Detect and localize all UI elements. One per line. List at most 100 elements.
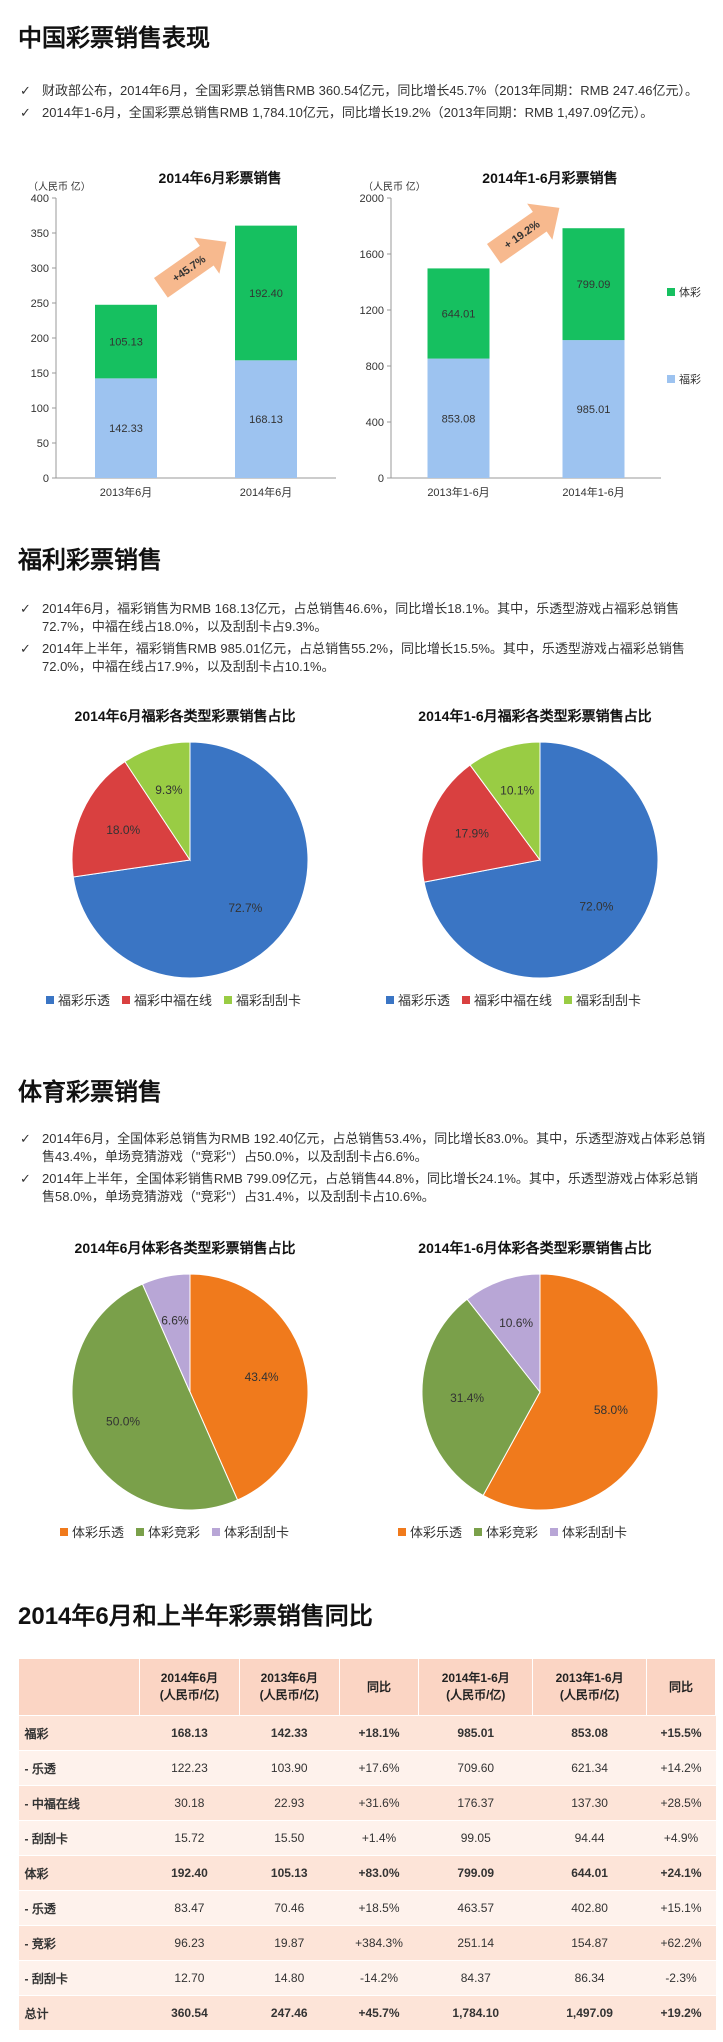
legend-label: 福彩 (679, 372, 701, 386)
table-row: - 竞彩 96.23 19.87 +384.3% 251.14 154.87 +62.2% (18, 1925, 716, 1961)
row-label-cell: - 竞彩 (18, 1925, 140, 1961)
bar-fucai (95, 378, 157, 478)
table-cell: 15.50 (239, 1820, 340, 1856)
table-cell: 644.01 (532, 1855, 647, 1891)
bar-value-label: 142.33 (109, 423, 143, 435)
check-icon: ✓ (20, 601, 31, 616)
table-cell: +19.2% (646, 1995, 716, 2030)
y-tick-label: 250 (31, 298, 49, 310)
legend-item: 体彩竞彩 (136, 1522, 200, 1541)
pie-slice (124, 741, 191, 862)
legend-swatch (212, 1527, 221, 1536)
legend-item: 体彩乐透 (398, 1522, 462, 1541)
legend-swatch (46, 995, 54, 1004)
table-cell: 853.08 (532, 1715, 647, 1751)
pie-value-label: 10.1% (500, 783, 534, 797)
bar-ticai (95, 304, 157, 379)
bullet-list-3: ✓ 2014年6月，全国体彩总销售为RMB 192.40亿元，占总销售53.4%，… (18, 1130, 708, 1210)
legend-item: 福彩刮刮卡 (224, 990, 301, 1009)
table-cell: +18.5% (339, 1890, 419, 1926)
table-header-cell: 2013年1-6月 (人民币/亿) (532, 1658, 647, 1716)
pie-3-legend: 体彩乐透 体彩竞彩 体彩刮刮卡 (60, 1522, 289, 1541)
pie-slice (482, 1273, 659, 1511)
pie-2-legend: 福彩乐透 福彩中福在线 福彩刮刮卡 (386, 990, 641, 1009)
row-label-cell: - 刮刮卡 (18, 1960, 140, 1996)
pie-1-legend: 福彩乐透 福彩中福在线 福彩刮刮卡 (46, 990, 301, 1009)
legend-swatch (462, 995, 471, 1004)
table-cell: +28.5% (646, 1785, 716, 1821)
table-header-cell: 2014年6月 (人民币/亿) (139, 1658, 240, 1716)
bullet-text: 财政部公布，2014年6月，全国彩票总销售RMB 360.54亿元，同比增长45… (42, 83, 698, 98)
pie-value-label: 50.0% (106, 1414, 140, 1428)
table-cell: +18.1% (339, 1715, 419, 1751)
bar-fucai (562, 340, 625, 478)
table-cell: +1.4% (339, 1820, 419, 1856)
table-cell: 84.37 (418, 1960, 533, 1996)
pie-value-label: 6.6% (161, 1313, 189, 1327)
section-title-welfare-lottery: 福利彩票销售 (18, 547, 162, 574)
table-header-cell: 同比 (338, 1658, 420, 1716)
table-row: 福彩 168.13 142.33 +18.1% 985.01 853.08 +15.5% (18, 1715, 716, 1751)
pie-3-title: 2014年6月体彩各类型彩票销售占比 (74, 1240, 296, 1256)
legend-item: 体彩竞彩 (474, 1522, 538, 1541)
bullet-text: 2014年1-6月，全国彩票总销售RMB 1,784.10亿元，同比增长19.2… (42, 105, 654, 120)
table-cell: +4.9% (646, 1820, 716, 1856)
y-tick-label: 0 (43, 473, 49, 485)
table-row: - 乐透 83.47 70.46 +18.5% 463.57 402.80 +15.1% (18, 1890, 716, 1926)
table-row: 总计 360.54 247.46 +45.7% 1,784.10 1,497.09 +19.… (18, 1995, 716, 2030)
pie-value-label: 17.9% (455, 826, 489, 840)
bar-value-label: 799.09 (577, 279, 611, 291)
x-tick-label: 2014年1-6月 (562, 485, 624, 499)
legend-item: 体彩乐透 (60, 1522, 124, 1541)
legend-item: 福彩刮刮卡 (564, 990, 641, 1009)
table-cell: 463.57 (418, 1890, 533, 1926)
pie-chart-fucai-june: 72.7% 18.0% 9.3% (71, 741, 309, 979)
pie-value-label: 9.3% (155, 783, 183, 797)
table-header-cell: 2013年6月 (人民币/亿) (238, 1658, 340, 1716)
legend-label: 福彩中福在线 (474, 993, 553, 1008)
legend-label: 体彩刮刮卡 (224, 1525, 290, 1540)
bullet-text: 2014年上半年，全国体彩销售RMB 799.09亿元，占总销售44.8%，同比… (42, 1171, 698, 1204)
table-cell: 799.09 (418, 1855, 533, 1891)
legend-item: 福彩中福在线 (462, 990, 552, 1009)
legend-label: 福彩乐透 (58, 993, 111, 1008)
row-label-cell: 福彩 (18, 1715, 140, 1751)
legend-swatch (667, 288, 675, 296)
legend-label: 体彩刮刮卡 (562, 1525, 628, 1540)
bar-chart-2-title: 2014年1-6月彩票销售 (482, 170, 618, 186)
y-tick-label: 800 (366, 361, 384, 373)
bullet-list-2: ✓ 2014年6月，福彩销售为RMB 168.13亿元，占总销售46.6%，同比增… (18, 600, 708, 680)
bullet-text: 2014年6月，全国体彩总销售为RMB 192.40亿元，占总销售53.4%，同… (42, 1131, 706, 1164)
check-icon: ✓ (20, 105, 31, 120)
legend-swatch (474, 1527, 483, 1536)
row-label-cell: 总计 (18, 1995, 140, 2030)
pie-value-label: 10.6% (499, 1316, 533, 1330)
y-tick-label: 0 (378, 473, 384, 485)
legend-label: 体彩竞彩 (148, 1525, 201, 1540)
legend-item: 体彩刮刮卡 (212, 1522, 289, 1541)
y-tick-label: 2000 (360, 193, 384, 205)
table-header-cell: 2014年1-6月 (人民币/亿) (418, 1658, 534, 1716)
table-cell: 137.30 (532, 1785, 647, 1821)
table-cell: +31.6% (339, 1785, 419, 1821)
table-row: - 中福在线 30.18 22.93 +31.6% 176.37 137.30 +28.5% (18, 1785, 716, 1821)
pie-slice (421, 1298, 541, 1497)
table-cell: +83.0% (339, 1855, 419, 1891)
table-header-row: 2014年6月 (人民币/亿) 2013年6月 (人民币/亿) 同比 2014年… (18, 1658, 716, 1716)
table-row: - 刮刮卡 12.70 14.80 -14.2% 84.37 86.34 -2.3% (18, 1960, 716, 1996)
bar-fucai (235, 360, 297, 478)
pie-chart-ticai-june: 43.4% 50.0% 6.6% (71, 1273, 309, 1511)
pie-slice (72, 741, 309, 979)
y-tick-label: 200 (31, 333, 49, 345)
table-cell: 176.37 (418, 1785, 533, 1821)
table-cell: 168.13 (139, 1715, 240, 1751)
arrow-icon (153, 237, 227, 298)
bullet-text: 2014年6月，福彩销售为RMB 168.13亿元，占总销售46.6%，同比增长… (42, 601, 680, 634)
check-icon: ✓ (20, 83, 31, 98)
table-header-cell: 同比 (646, 1658, 716, 1716)
legend-label: 福彩刮刮卡 (576, 993, 642, 1008)
table-cell: 19.87 (239, 1925, 340, 1961)
pie-4-legend: 体彩乐透 体彩竞彩 体彩刮刮卡 (398, 1522, 627, 1541)
pie-2-title: 2014年1-6月福彩各类型彩票销售占比 (418, 708, 652, 724)
legend-label: 体彩乐透 (72, 1525, 125, 1540)
